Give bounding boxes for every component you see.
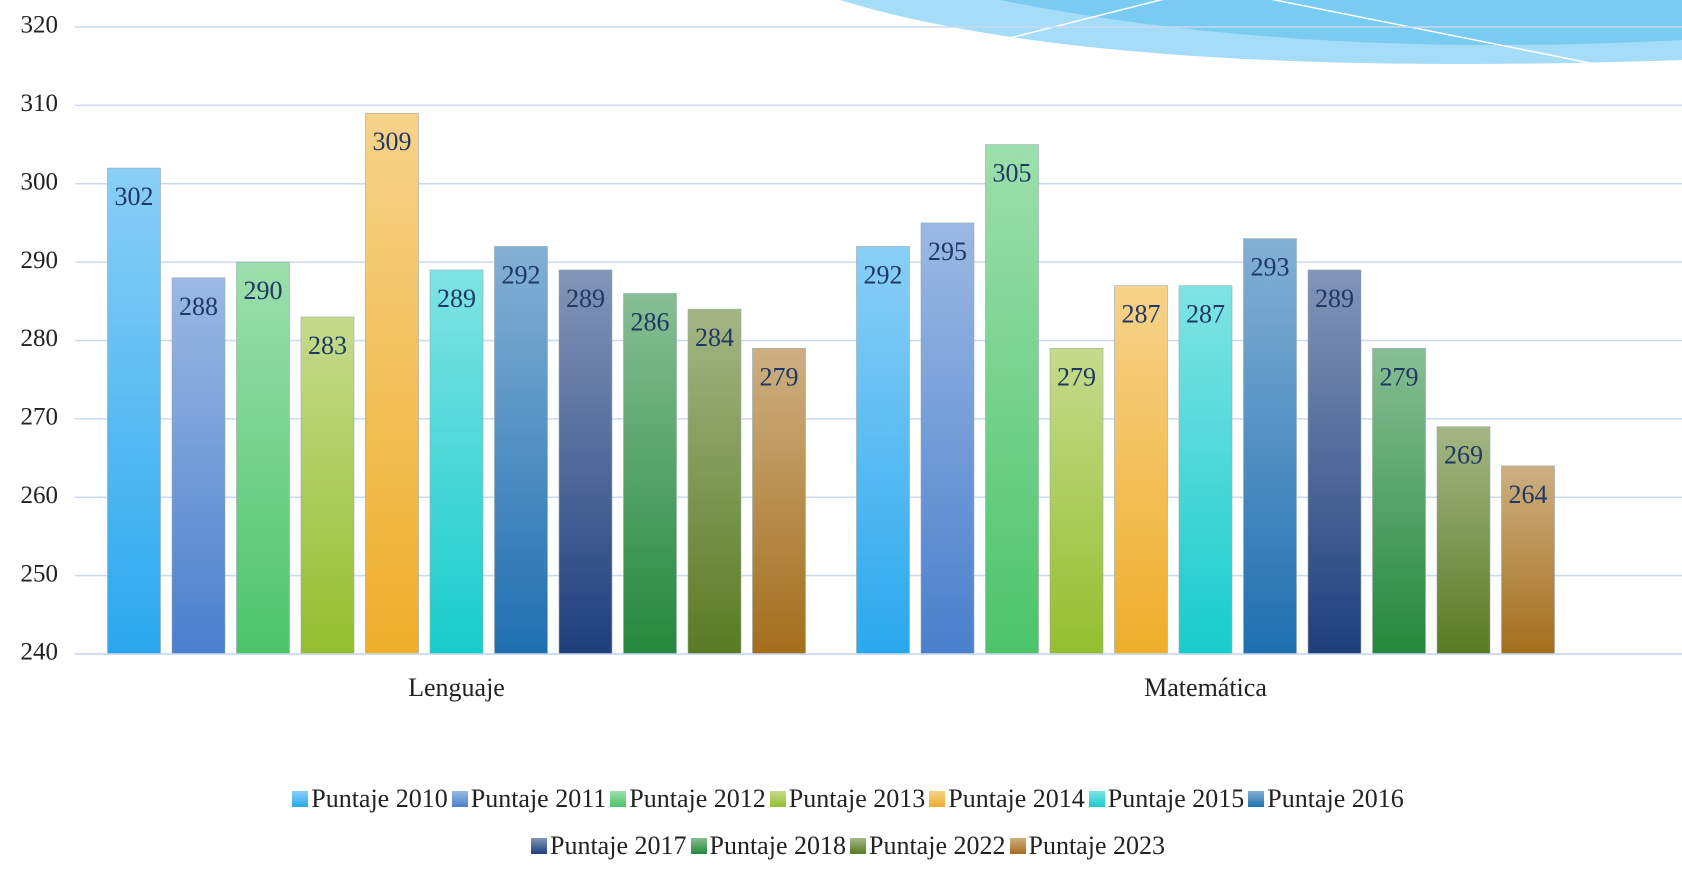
bar <box>494 246 548 655</box>
legend-swatch <box>451 790 468 807</box>
legend-label: Puntaje 2012 <box>629 784 766 813</box>
legend-item: Puntaje 2010 <box>292 775 448 822</box>
bar <box>752 348 806 655</box>
bar <box>856 246 910 655</box>
legend-item: Puntaje 2012 <box>610 775 766 822</box>
legend-label: Puntaje 2011 <box>470 784 607 813</box>
y-tick-label: 280 <box>21 325 59 352</box>
data-label: 309 <box>373 127 412 156</box>
legend-item: Puntaje 2016 <box>1248 775 1404 822</box>
data-label: 288 <box>179 292 218 321</box>
legend-swatch <box>690 837 707 854</box>
data-label: 292 <box>864 260 903 289</box>
decoration <box>840 0 1682 66</box>
bar <box>1243 238 1297 655</box>
legend-swatch <box>1009 837 1026 854</box>
data-label: 286 <box>631 307 670 336</box>
legend: Puntaje 2010 Puntaje 2011 Puntaje 2012 Punt… <box>250 775 1450 869</box>
bar <box>300 316 355 655</box>
bar <box>1049 348 1104 655</box>
data-label: 287 <box>1186 300 1225 329</box>
y-tick-label: 300 <box>21 168 59 195</box>
legend-item: Puntaje 2013 <box>769 775 926 822</box>
bar <box>171 277 226 655</box>
data-label: 289 <box>566 284 605 313</box>
bar <box>687 308 742 655</box>
legend-item: Puntaje 2015 <box>1088 775 1245 822</box>
legend-swatch <box>929 790 946 807</box>
data-label: 292 <box>502 260 541 289</box>
data-label: 293 <box>1251 253 1290 282</box>
bar <box>236 261 290 655</box>
data-label: 284 <box>695 323 734 352</box>
legend-label: Puntaje 2010 <box>311 784 448 813</box>
legend-label: Puntaje 2018 <box>709 831 847 860</box>
legend-label: Puntaje 2013 <box>788 784 926 813</box>
bar <box>985 144 1039 655</box>
x-tick-label: Matemática <box>1144 673 1267 702</box>
legend-label: Puntaje 2023 <box>1028 831 1166 860</box>
data-label: 290 <box>244 276 283 305</box>
data-label: 302 <box>115 182 154 211</box>
y-tick-label: 290 <box>21 247 59 274</box>
legend-item: Puntaje 2018 <box>690 822 847 869</box>
bar <box>365 112 419 655</box>
legend-label: Puntaje 2014 <box>948 784 1085 813</box>
legend-item: Puntaje 2011 <box>451 775 607 822</box>
legend-swatch <box>850 837 866 854</box>
bar <box>623 293 677 655</box>
legend-swatch <box>292 790 309 807</box>
data-label: 283 <box>308 331 347 360</box>
y-tick-label: 320 <box>21 12 59 39</box>
data-label: 295 <box>928 237 967 266</box>
data-label: 269 <box>1444 441 1483 470</box>
data-label: 279 <box>760 362 799 391</box>
legend-item: Puntaje 2023 <box>1009 822 1166 869</box>
y-tick-label: 310 <box>21 90 59 117</box>
bar <box>920 222 975 655</box>
data-label: 289 <box>1315 284 1354 313</box>
legend-label: Puntaje 2016 <box>1267 784 1404 813</box>
legend-label: Puntaje 2017 <box>550 831 687 860</box>
bar <box>1114 285 1168 655</box>
legend-label: Puntaje 2015 <box>1107 784 1245 813</box>
bar <box>1178 285 1233 655</box>
y-tick-label: 240 <box>21 639 59 666</box>
legend-swatch <box>1248 790 1265 807</box>
legend-item: Puntaje 2022 <box>850 822 1006 869</box>
legend-swatch <box>531 837 547 854</box>
y-tick-label: 250 <box>21 560 59 587</box>
y-tick-label: 260 <box>21 482 59 509</box>
legend-swatch <box>769 790 786 807</box>
bar <box>1307 269 1362 655</box>
data-label: 305 <box>993 159 1032 188</box>
data-label: 289 <box>437 284 476 313</box>
y-tick-label: 270 <box>21 404 59 431</box>
data-label: 287 <box>1122 300 1161 329</box>
legend-swatch <box>1088 790 1105 807</box>
x-tick-label: Lenguaje <box>408 673 505 702</box>
legend-item: Puntaje 2017 <box>531 822 687 869</box>
bar <box>429 269 484 655</box>
bar <box>558 269 613 655</box>
legend-swatch <box>610 790 627 807</box>
data-label: 279 <box>1057 362 1096 391</box>
legend-item: Puntaje 2014 <box>929 775 1085 822</box>
data-label: 279 <box>1380 362 1419 391</box>
bar <box>107 167 161 655</box>
legend-label: Puntaje 2022 <box>869 831 1006 860</box>
bar <box>1436 426 1491 655</box>
data-label: 264 <box>1509 480 1548 509</box>
bar <box>1372 348 1426 655</box>
